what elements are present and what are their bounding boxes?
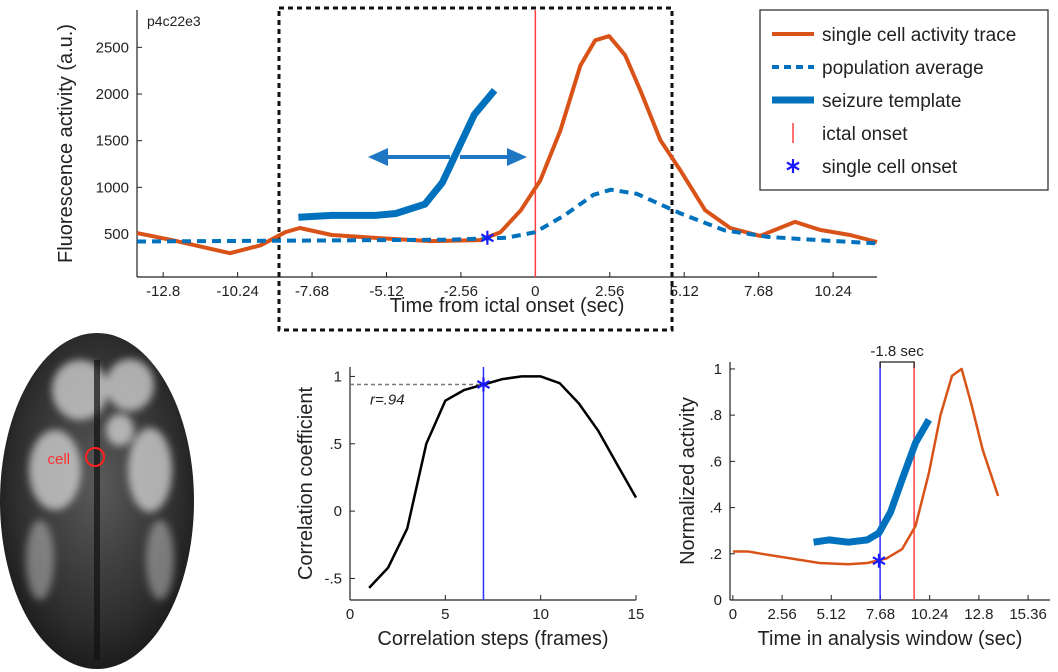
- x-tick-label: 5: [441, 606, 449, 623]
- legend-label: single cell onset: [822, 157, 958, 178]
- y-tick-label: 1000: [96, 179, 129, 196]
- x-tick-label: 7.68: [744, 283, 773, 300]
- y-axis-label: Correlation coefficient: [295, 387, 317, 581]
- series-line: [298, 90, 494, 217]
- x-tick-label: 10.24: [911, 606, 949, 623]
- x-tick-label: 10: [532, 606, 549, 623]
- x-axis-label: Correlation steps (frames): [377, 628, 608, 650]
- y-tick-label: 1: [714, 361, 722, 378]
- figure: cell 5001000150020002500-12.8-10.24-7.68…: [0, 0, 1058, 672]
- y-axis-label: Normalized activity: [677, 397, 699, 565]
- cell-label: cell: [47, 451, 70, 468]
- y-tick-label: 0: [714, 592, 722, 609]
- y-tick-label: 2500: [96, 39, 129, 56]
- x-tick-label: 15: [628, 606, 645, 623]
- y-tick-label: .4: [709, 500, 722, 517]
- interval-label: -1.8 sec: [870, 343, 924, 360]
- x-tick-label: 0: [729, 606, 737, 623]
- chart-2: 0 .2 .4 .6 .8 1 0 2.56 5.12 7.68 10.24 12.8 15.36 Tim…: [677, 343, 1050, 650]
- r-value: r=.94: [370, 392, 405, 409]
- y-tick-label: 500: [104, 226, 129, 243]
- y-tick-label: -.5: [324, 570, 342, 587]
- y-tick-label: 1: [334, 368, 342, 385]
- analysis-window: [279, 8, 672, 330]
- chart-0: 5001000150020002500-12.8-10.24-7.68-5.12…: [55, 10, 1048, 317]
- x-tick-label: -12.8: [146, 283, 180, 300]
- y-tick-label: 0: [334, 503, 342, 520]
- x-axis-label: Time from ictal onset (sec): [390, 295, 625, 317]
- series-line: [814, 420, 929, 542]
- legend-label: seizure template: [822, 91, 961, 112]
- legend-label: ictal onset: [822, 124, 908, 145]
- x-tick-label: 0: [346, 606, 354, 623]
- x-tick-label: 5.12: [670, 283, 699, 300]
- shift-arrows: [368, 148, 527, 166]
- series-line: [137, 190, 877, 244]
- panel-id: p4c22e3: [147, 13, 201, 29]
- y-tick-label: 1500: [96, 133, 129, 150]
- x-tick-label: 7.68: [866, 606, 895, 623]
- x-tick-label: 12.8: [964, 606, 993, 623]
- brain-image: cell: [0, 333, 194, 669]
- series-line: [733, 369, 998, 564]
- y-tick-label: .6: [709, 453, 722, 470]
- y-tick-label: .5: [329, 436, 342, 453]
- x-tick-label: -10.24: [216, 283, 259, 300]
- series-line: [369, 376, 636, 588]
- legend-label: population average: [822, 58, 984, 79]
- x-axis-label: Time in analysis window (sec): [758, 628, 1023, 650]
- legend-label: single cell activity trace: [822, 25, 1016, 46]
- y-tick-label: .2: [709, 546, 722, 563]
- x-tick-label: 15.36: [1009, 606, 1047, 623]
- interval-bracket: [880, 362, 914, 368]
- y-tick-label: .8: [709, 407, 722, 424]
- x-tick-label: 5.12: [817, 606, 846, 623]
- x-tick-label: -7.68: [295, 283, 329, 300]
- y-axis-label: Fluorescence activity (a.u.): [55, 24, 77, 263]
- y-tick-label: 2000: [96, 86, 129, 103]
- x-tick-label: 2.56: [767, 606, 796, 623]
- x-tick-label: 10.24: [814, 283, 852, 300]
